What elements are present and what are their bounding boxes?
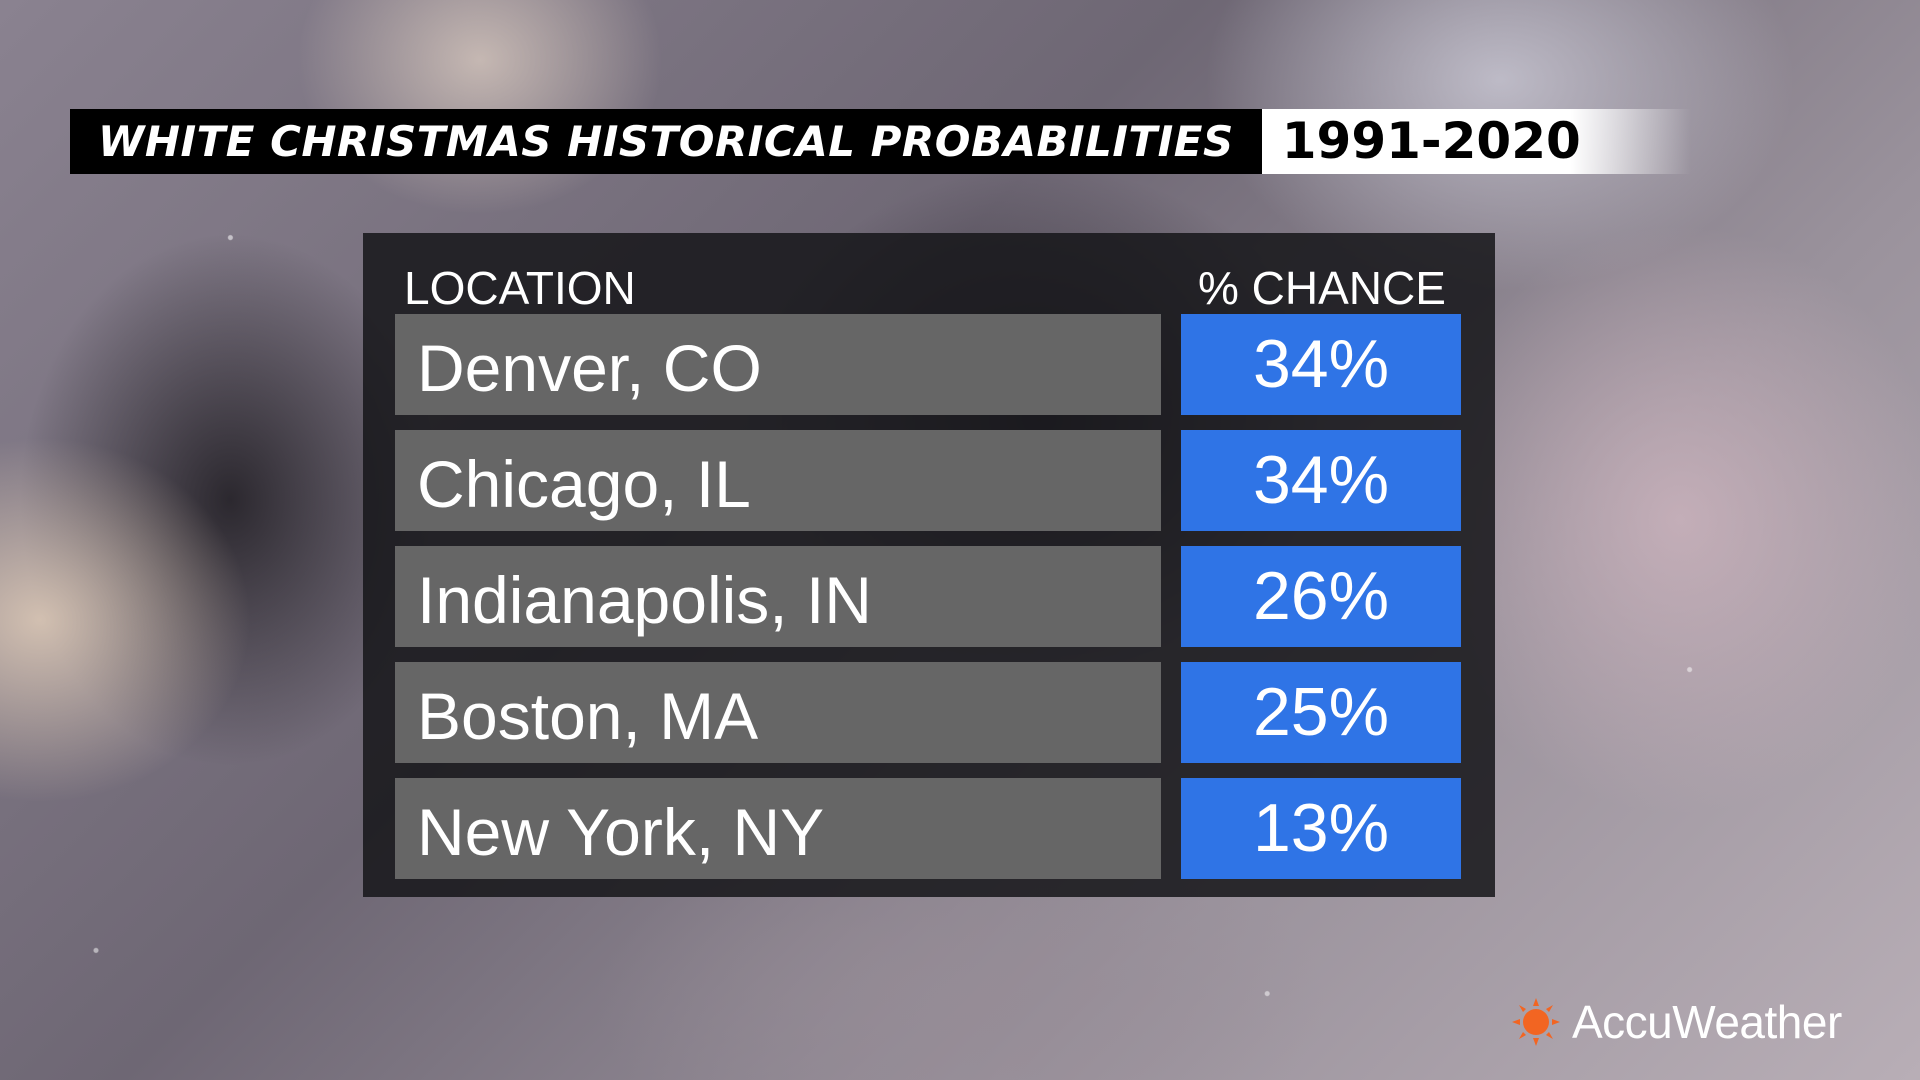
brand-name: AccuWeather [1572, 996, 1842, 1048]
location-cell: New York, NY [395, 778, 1161, 879]
chance-column-header: % CHANCE [1198, 262, 1446, 314]
probability-table: LOCATION % CHANCE Denver, CO 34% Chicago, … [363, 233, 1495, 897]
chance-cell: 25% [1181, 662, 1461, 763]
accuweather-logo: AccuWeather [1510, 994, 1842, 1050]
chart-period: 1991-2020 [1261, 109, 1691, 174]
chance-cell: 34% [1181, 314, 1461, 415]
location-cell: Chicago, IL [395, 430, 1161, 531]
title-bar: WHITE CHRISTMAS HISTORICAL PROBABILITIES… [70, 109, 1691, 174]
location-column-header: LOCATION [404, 262, 636, 314]
table-row: Denver, CO 34% [395, 314, 1461, 415]
table-row: New York, NY 13% [395, 778, 1461, 879]
table-rows: Denver, CO 34% Chicago, IL 34% Indianapolis,… [395, 314, 1461, 894]
chance-cell: 26% [1181, 546, 1461, 647]
chart-title: WHITE CHRISTMAS HISTORICAL PROBABILITIES [70, 109, 1262, 174]
location-cell: Denver, CO [395, 314, 1161, 415]
table-row: Indianapolis, IN 26% [395, 546, 1461, 647]
table-row: Boston, MA 25% [395, 662, 1461, 763]
location-cell: Boston, MA [395, 662, 1161, 763]
chance-cell: 13% [1181, 778, 1461, 879]
table-row: Chicago, IL 34% [395, 430, 1461, 531]
location-cell: Indianapolis, IN [395, 546, 1161, 647]
chance-cell: 34% [1181, 430, 1461, 531]
sun-icon [1512, 998, 1560, 1046]
